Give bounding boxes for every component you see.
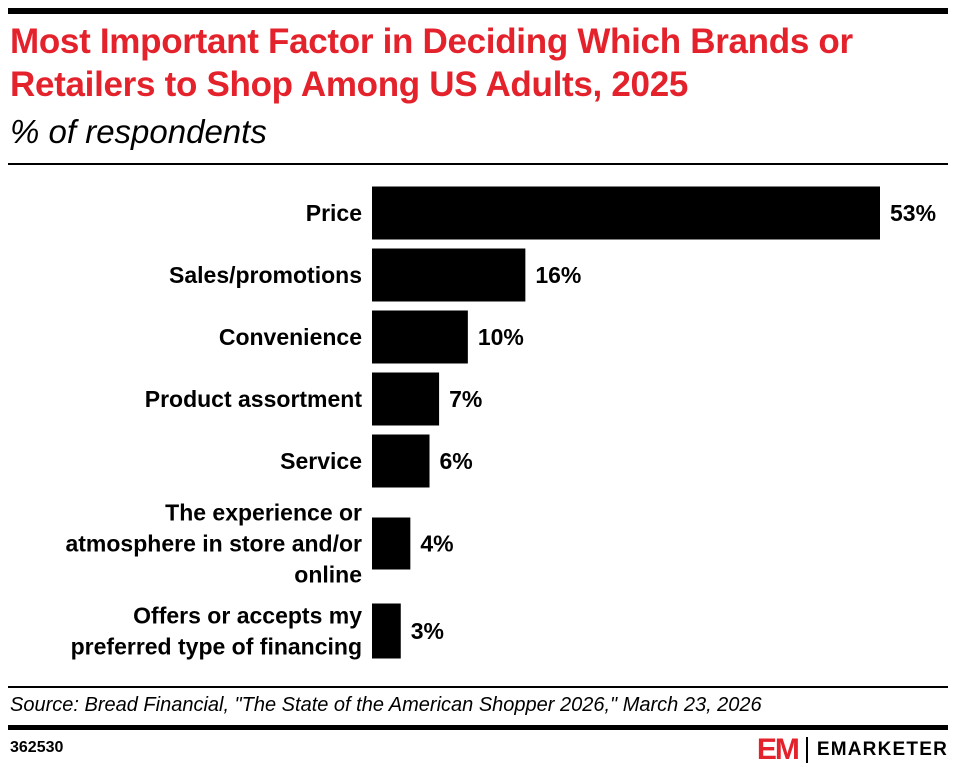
bar-chart: Price 53% Sales/promotions 16% Convenience 10… [65, 186, 936, 660]
top-rule [8, 8, 948, 14]
category-label-0: Price [306, 200, 362, 226]
category-label-5: The experience or atmosphere in store and… [65, 500, 362, 588]
chart-title: Most Important Factor in Deciding Which … [10, 22, 853, 104]
bar-2 [372, 310, 468, 364]
category-label-4: Service [280, 448, 362, 474]
logo-mark: EM [756, 733, 800, 766]
value-label-1: 16% [535, 262, 581, 288]
category-label-1: Sales/promotions [169, 262, 362, 288]
value-label-4: 6% [440, 448, 473, 474]
value-label-2: 10% [478, 324, 524, 350]
emarketer-logo: EM EMARKETER [757, 735, 948, 765]
bar-6 [372, 603, 401, 659]
value-label-6: 3% [411, 618, 444, 644]
category-label-3: Product assortment [145, 386, 363, 412]
bar-3 [372, 372, 440, 426]
value-label-0: 53% [890, 200, 936, 226]
bar-4 [372, 434, 430, 488]
value-label-5: 4% [420, 531, 453, 557]
value-label-3: 7% [449, 386, 482, 412]
bar-5 [372, 517, 411, 570]
footer-rule [8, 725, 948, 730]
logo-separator [805, 737, 808, 763]
source-note: Source: Bread Financial, "The State of t… [10, 694, 762, 716]
bar-0 [372, 186, 880, 240]
header-divider [8, 163, 948, 165]
bar-1 [372, 248, 526, 302]
source-divider [8, 686, 948, 688]
logo-wordmark: EMARKETER [816, 739, 948, 760]
chart-subtitle: % of respondents [10, 113, 267, 150]
category-label-2: Convenience [219, 324, 362, 350]
category-label-6: Offers or accepts my preferred type of fi… [71, 603, 363, 660]
chart-id: 362530 [10, 739, 64, 756]
